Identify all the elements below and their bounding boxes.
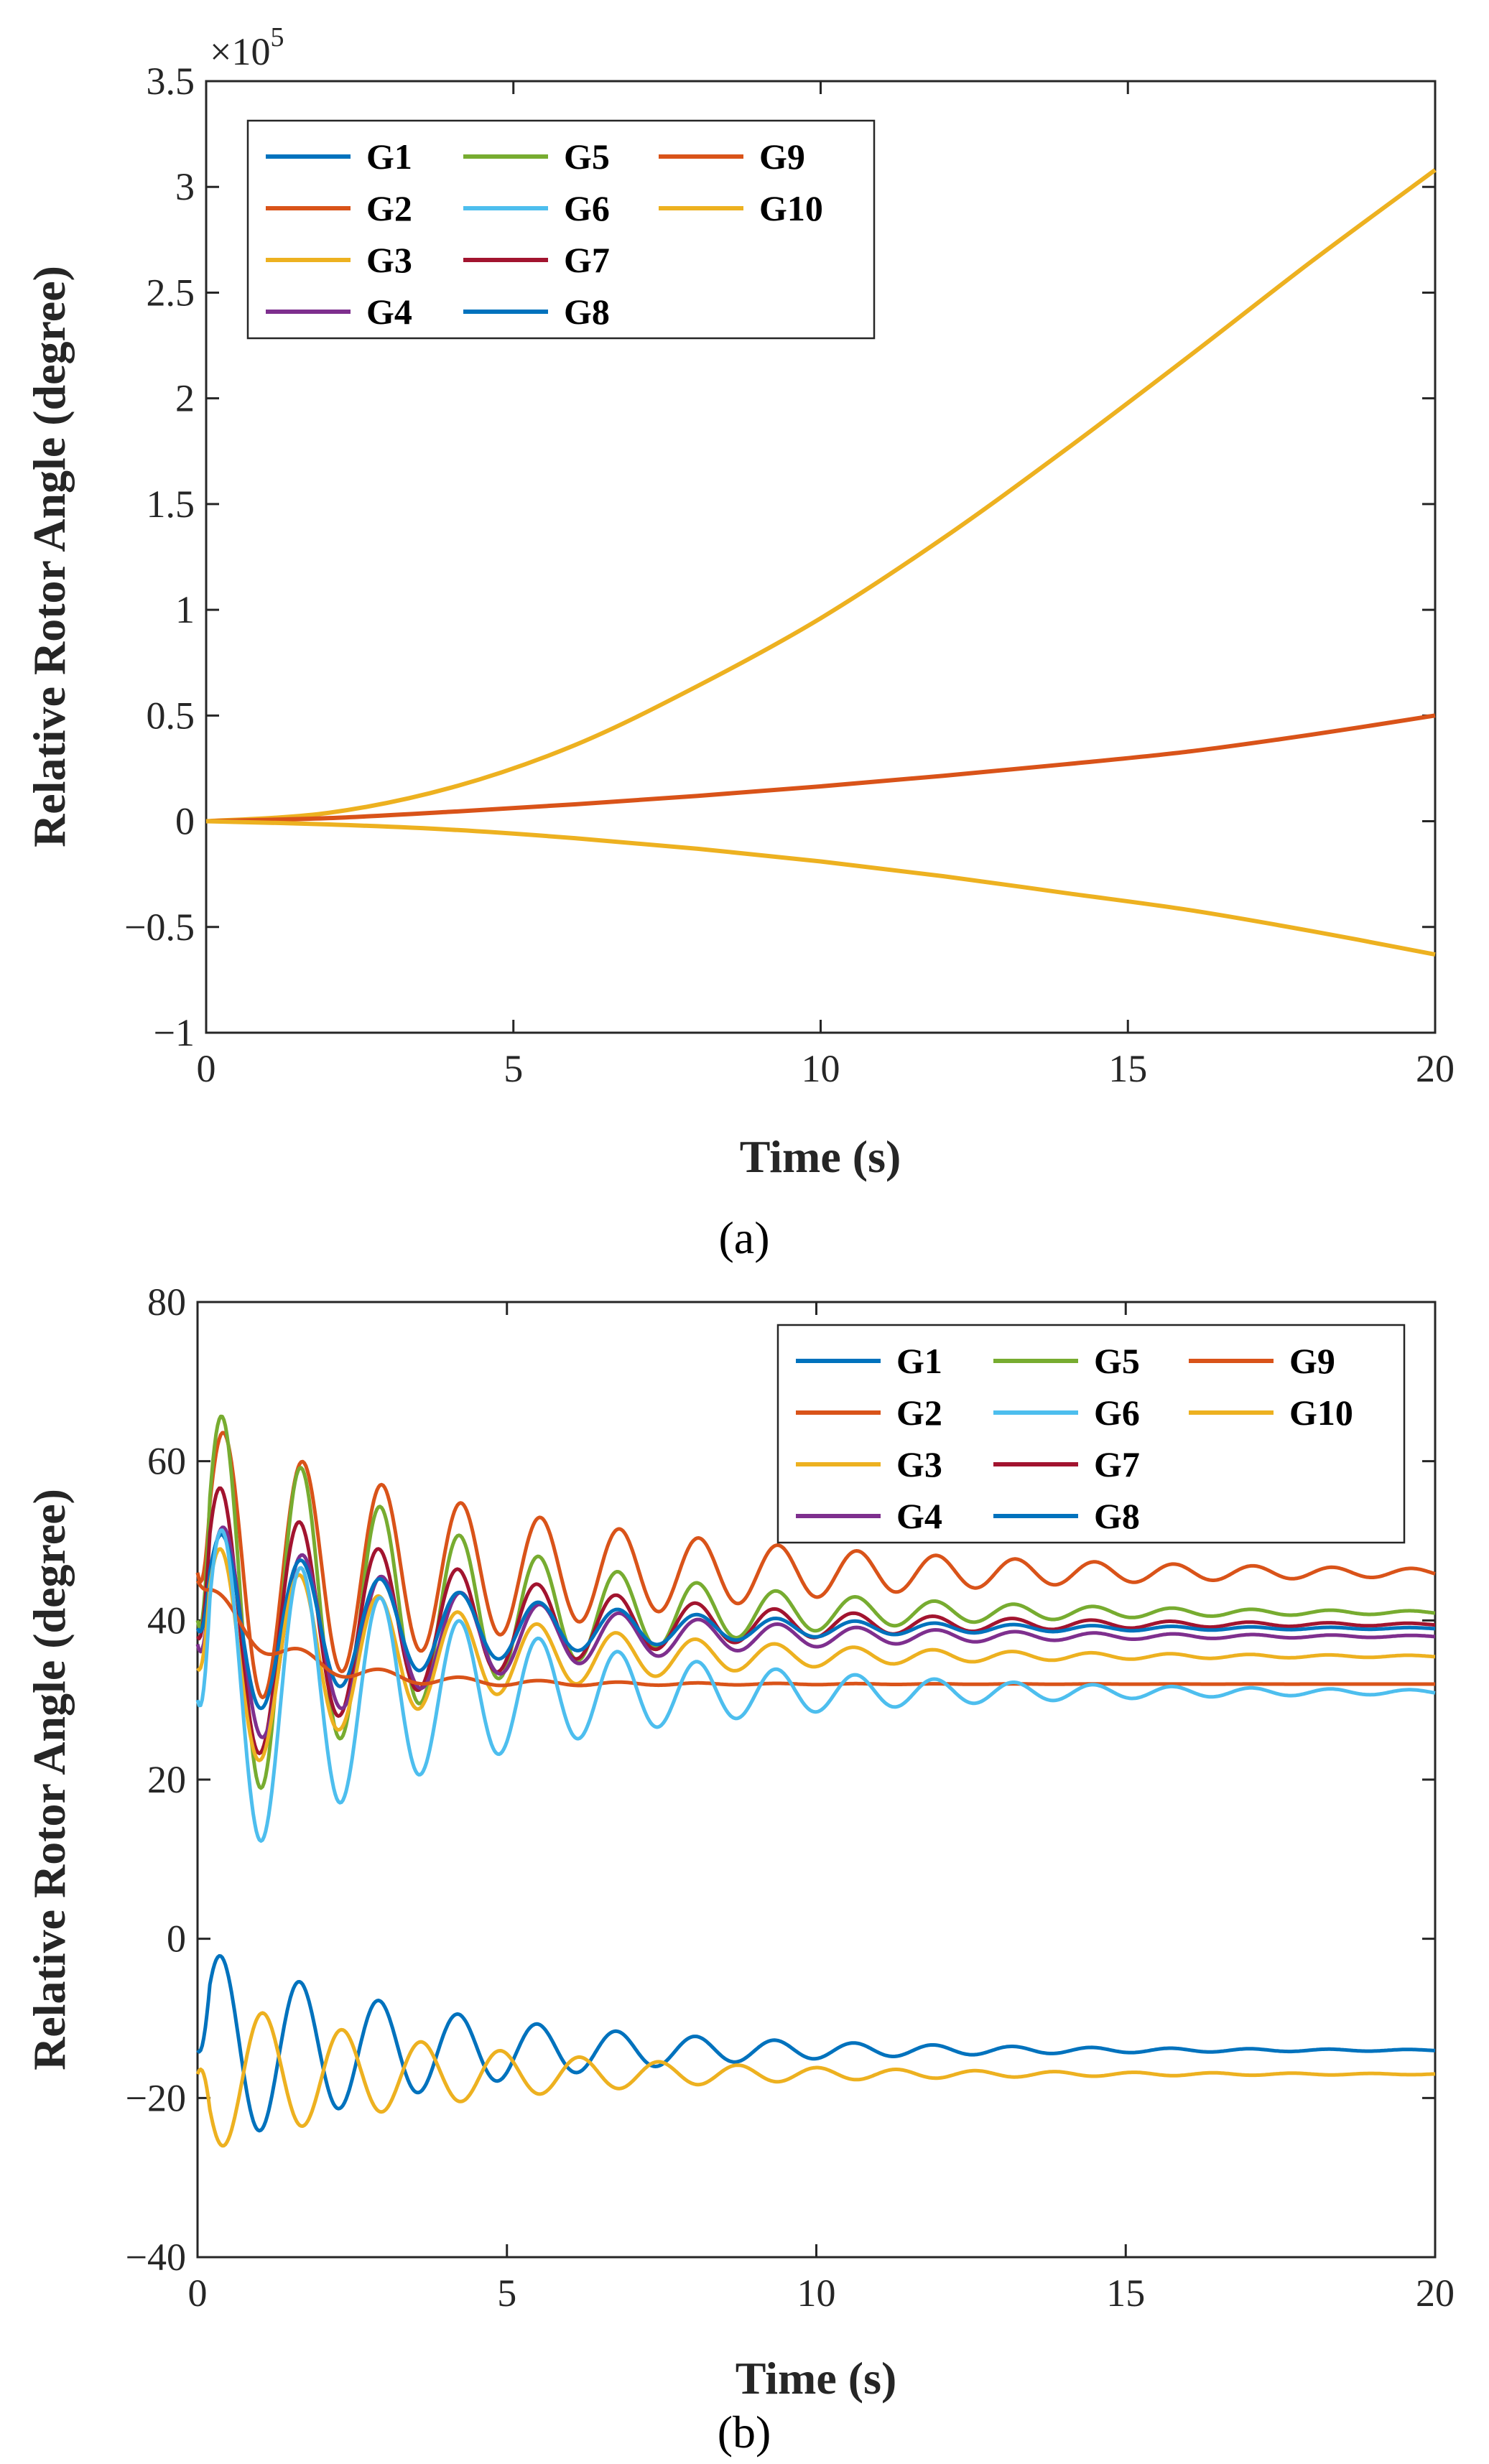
legend-label-g10: G10 <box>1289 1393 1353 1433</box>
x-axis-label-a: Time (s) <box>740 1131 901 1182</box>
x-tick-label: 15 <box>1106 2272 1145 2315</box>
legend-label-g6: G6 <box>1094 1393 1140 1433</box>
series-line-g10-a <box>205 819 1436 957</box>
legend-label-g8: G8 <box>564 292 610 332</box>
legend-label-g2: G2 <box>896 1393 942 1433</box>
y-tick-label: 3 <box>175 165 195 208</box>
series-line-g3-a <box>205 168 1437 824</box>
series-line-g9-b <box>195 1431 1436 1700</box>
legend-label-g1: G1 <box>896 1341 942 1381</box>
legend-label-g5: G5 <box>564 136 610 177</box>
series-line-g2-b <box>195 1579 1436 1688</box>
legend-label-g2: G2 <box>366 188 412 228</box>
legend-label-g4: G4 <box>896 1496 942 1536</box>
legend-label-g9: G9 <box>759 136 805 177</box>
legend-label-g4: G4 <box>366 292 412 332</box>
panel-label-b: (b) <box>718 2407 771 2458</box>
x-tick-label: 20 <box>1416 2272 1455 2315</box>
y-tick-label: −20 <box>126 2076 186 2119</box>
panel-b: 0 5 10 15 20 −40 −20 0 20 40 60 80 Time (s) Relativ… <box>24 1280 1455 2458</box>
x-tick-label: 0 <box>197 1047 216 1090</box>
y-tick-label: 20 <box>147 1758 186 1801</box>
x-tick-label: 15 <box>1108 1047 1147 1090</box>
legend-label-g5: G5 <box>1094 1341 1140 1381</box>
y-tick-label: 60 <box>147 1440 186 1483</box>
legend-label-g10: G10 <box>759 188 823 228</box>
x-tick-label: 5 <box>504 1047 523 1090</box>
y-tick-label: 3.5 <box>147 60 195 103</box>
x-tick-label: 10 <box>797 2272 836 2315</box>
y-tick-label: −0.5 <box>124 906 195 949</box>
y-tick-label: 1.5 <box>147 483 195 526</box>
series-line-g8-b <box>195 1533 1436 1711</box>
legend-a: G1 G5 G9 G2 G6 G10 G3 G7 G4 G8 <box>246 119 876 340</box>
legend-label-g3: G3 <box>366 240 412 280</box>
panel-label-a: (a) <box>718 1212 769 1263</box>
y-tick-label: 80 <box>147 1280 186 1324</box>
y-tick-label: 0.5 <box>147 694 195 737</box>
y-tick-label: 1 <box>175 588 195 631</box>
legend-label-g1: G1 <box>366 136 412 177</box>
legend-box-b <box>776 1324 1406 1544</box>
series-group-b <box>195 1414 1436 2148</box>
x-tick-label: 10 <box>802 1047 840 1090</box>
legend-label-g6: G6 <box>564 188 610 228</box>
series-line-g6-b <box>195 1528 1436 1843</box>
legend-label-g7: G7 <box>1094 1444 1140 1484</box>
legend-label-g9: G9 <box>1289 1341 1335 1381</box>
series-group-a <box>205 168 1437 957</box>
legend-label-g7: G7 <box>564 240 610 280</box>
y-exponent-a: ×105 <box>210 22 284 73</box>
y-tick-label: −40 <box>126 2236 186 2279</box>
y-tick-label: −1 <box>154 1011 195 1054</box>
series-line-g10-b <box>195 2011 1436 2148</box>
x-axis-label-b: Time (s) <box>736 2353 897 2404</box>
y-tick-label: 40 <box>147 1599 186 1642</box>
y-tick-label: 0 <box>175 800 195 843</box>
x-tick-label: 0 <box>188 2272 208 2315</box>
series-line-g2-a <box>205 713 1436 824</box>
legend-b: G1 G5 G9 G2 G6 G10 G3 G7 G4 G8 <box>776 1324 1406 1544</box>
panel-a: 0 5 10 15 20 −1 −0.5 0 0.5 1 1.5 2 2.5 3 3.5 ×105 Time… <box>24 22 1455 1263</box>
y-tick-label: 2.5 <box>147 271 195 314</box>
legend-label-g3: G3 <box>896 1444 942 1484</box>
y-axis-label-a: Relative Rotor Angle (degree) <box>24 266 75 847</box>
x-tick-label: 5 <box>497 2272 516 2315</box>
y-tick-label: 2 <box>175 377 195 420</box>
x-tick-label: 20 <box>1416 1047 1455 1090</box>
legend-box-a <box>246 119 876 340</box>
y-axis-label-b: Relative Rotor Angle (degree) <box>24 1489 75 2070</box>
y-tick-label: 0 <box>167 1917 186 1961</box>
legend-label-g8: G8 <box>1094 1496 1140 1536</box>
